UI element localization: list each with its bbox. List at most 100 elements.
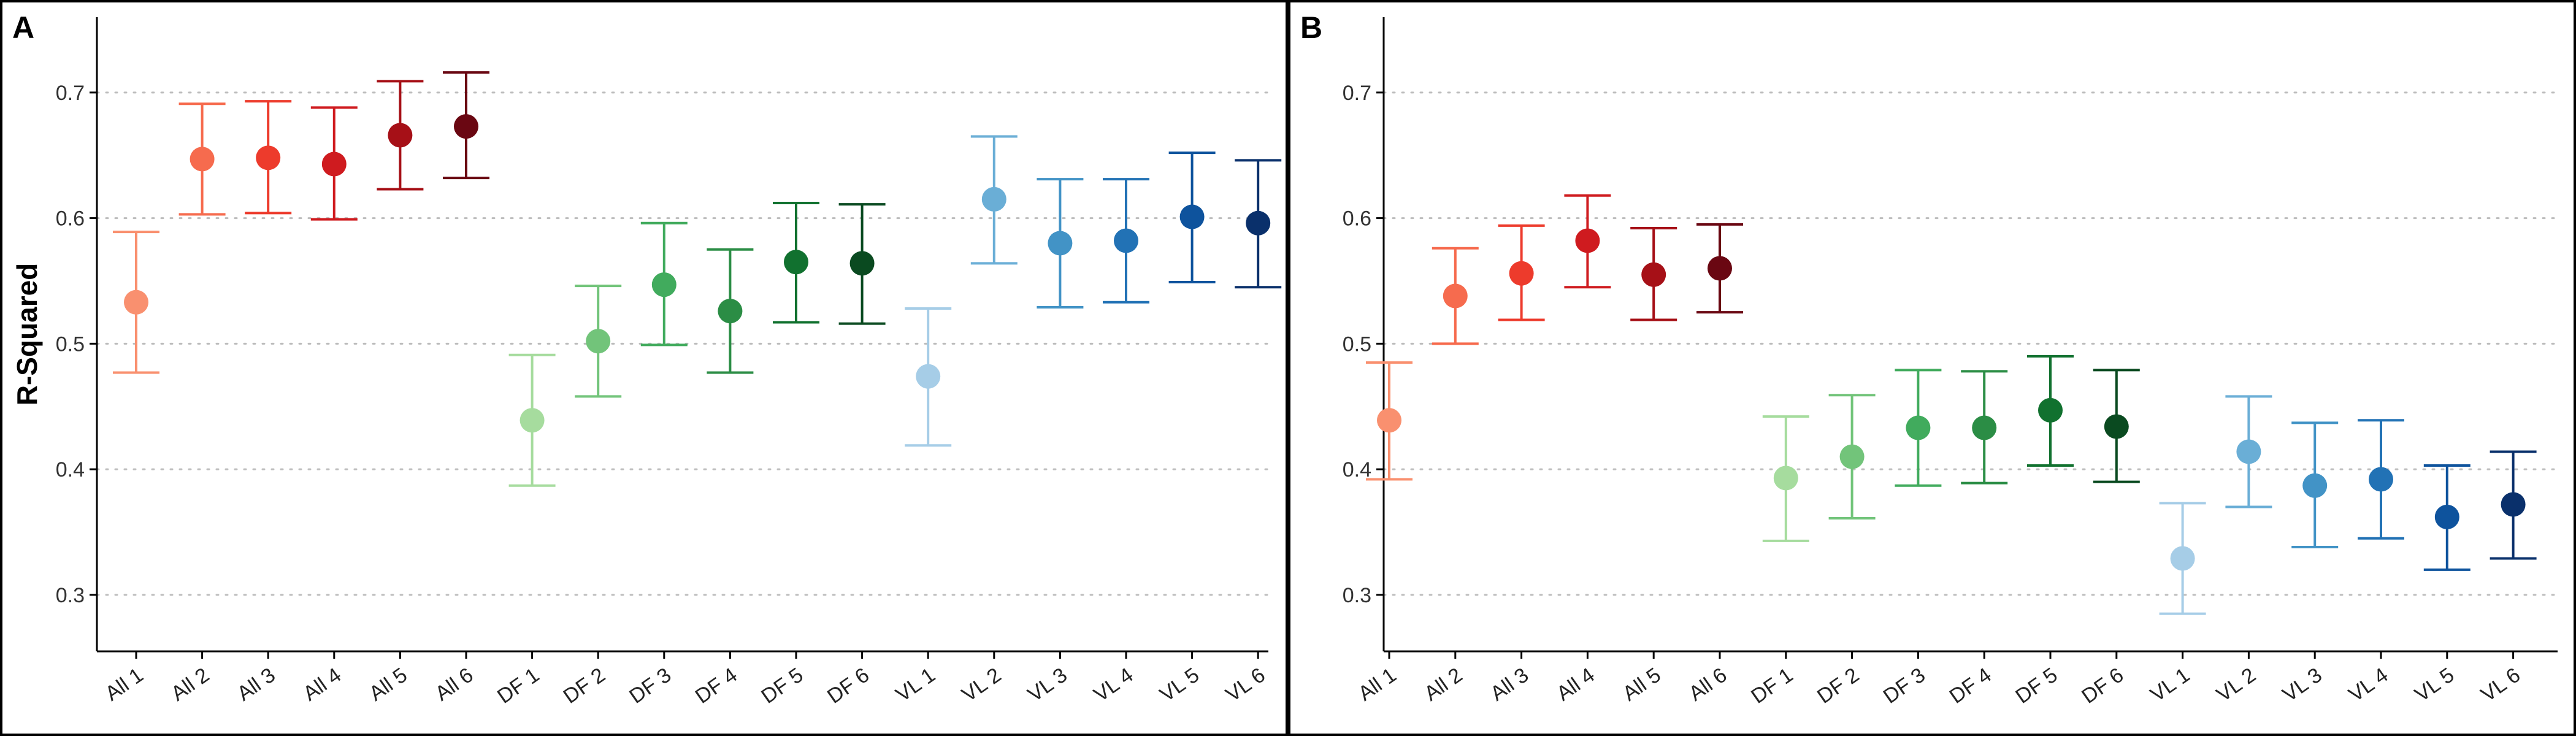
x-tick-label: All 6 bbox=[431, 663, 478, 705]
x-tick-label: All 5 bbox=[1619, 663, 1665, 705]
point-marker bbox=[2434, 504, 2459, 529]
data-point-df-1 bbox=[1762, 415, 1809, 542]
point-marker bbox=[1708, 256, 1732, 281]
point-marker bbox=[1773, 466, 1798, 491]
point-marker bbox=[1114, 228, 1138, 253]
data-point-df-1 bbox=[508, 353, 556, 487]
x-tick-label: DF 1 bbox=[1747, 663, 1797, 708]
x-tick-label: DF 4 bbox=[1945, 663, 1996, 708]
x-tick-label: DF 5 bbox=[2011, 663, 2061, 708]
data-point-vl-6 bbox=[2490, 450, 2537, 560]
point-marker bbox=[1906, 415, 1931, 440]
data-point-vl-4 bbox=[1103, 178, 1149, 304]
x-tick-label: VL 5 bbox=[1156, 663, 1203, 707]
x-tick-label: VL 1 bbox=[2146, 663, 2194, 707]
data-point-vl-2 bbox=[2225, 395, 2272, 508]
x-tick-label: DF 3 bbox=[625, 663, 675, 708]
x-tick-label: DF 3 bbox=[1879, 663, 1930, 708]
data-point-vl-1 bbox=[2159, 502, 2206, 615]
y-tick-label: 0.7 bbox=[1343, 82, 1371, 105]
panel-b: B 0.3 0.4 0.5 0.6 0.7 All 1 All 2 All 3 All 4 All … bbox=[1288, 0, 2576, 736]
point-marker bbox=[718, 299, 743, 324]
point-marker bbox=[651, 272, 677, 297]
panel-frame bbox=[0, 0, 1288, 736]
data-point-df-5 bbox=[773, 202, 819, 324]
x-tick-label: All 5 bbox=[365, 663, 412, 705]
x-tick-label: VL 4 bbox=[2345, 663, 2393, 707]
point-marker bbox=[454, 114, 478, 139]
x-tick-label: VL 2 bbox=[957, 663, 1005, 707]
y-tick-label: 0.6 bbox=[56, 207, 85, 231]
x-tick-label: All 3 bbox=[233, 663, 280, 705]
point-marker bbox=[2501, 492, 2526, 517]
data-point-all-6 bbox=[443, 71, 489, 180]
point-marker bbox=[2369, 467, 2393, 492]
point-marker bbox=[2104, 414, 2129, 439]
point-marker bbox=[388, 123, 413, 148]
point-marker bbox=[321, 151, 347, 177]
point-marker bbox=[586, 329, 611, 354]
point-marker bbox=[784, 250, 808, 275]
x-tick-label: All 2 bbox=[1420, 663, 1466, 705]
y-axis-label: R-Squared bbox=[11, 263, 43, 406]
data-point-vl-5 bbox=[1168, 151, 1216, 284]
panel-tag: B bbox=[1300, 10, 1322, 45]
y-tick-label: 0.5 bbox=[56, 332, 85, 356]
data-point-all-1 bbox=[113, 231, 159, 374]
point-marker bbox=[1972, 415, 1997, 440]
data-point-df-3 bbox=[640, 221, 688, 347]
data-point-df-4 bbox=[1961, 370, 2008, 485]
point-marker bbox=[1641, 262, 1666, 287]
x-tick-label: VL 6 bbox=[2477, 663, 2524, 707]
data-point-vl-6 bbox=[1235, 159, 1282, 289]
data-point-all-5 bbox=[1630, 226, 1677, 321]
point-marker bbox=[2236, 439, 2261, 464]
x-tick-label: VL 3 bbox=[1024, 663, 1071, 707]
point-marker bbox=[1246, 210, 1271, 236]
data-point-vl-4 bbox=[2358, 419, 2404, 540]
point-marker bbox=[2170, 546, 2195, 571]
x-tick-label: VL 3 bbox=[2279, 663, 2326, 707]
x-tick-label: VL 1 bbox=[892, 663, 940, 707]
x-tick-label: All 2 bbox=[167, 663, 213, 705]
panel-tag: A bbox=[12, 10, 34, 45]
point-marker bbox=[256, 145, 281, 171]
x-tick-label: DF 4 bbox=[691, 663, 742, 708]
point-marker bbox=[1048, 231, 1073, 256]
x-tick-label: DF 6 bbox=[823, 663, 873, 708]
data-point-all-5 bbox=[377, 80, 424, 191]
point-marker bbox=[1509, 261, 1534, 286]
point-marker bbox=[1377, 408, 1401, 433]
x-tick-label: DF 5 bbox=[757, 663, 807, 708]
x-tick-label: VL 4 bbox=[1090, 663, 1138, 707]
data-point-df-3 bbox=[1895, 369, 1942, 487]
y-tick-label: 0.6 bbox=[1343, 207, 1371, 231]
x-tick-label: VL 5 bbox=[2410, 663, 2458, 707]
data-point-df-4 bbox=[707, 248, 754, 374]
data-point-df-2 bbox=[1828, 394, 1876, 519]
x-tick-label: All 1 bbox=[1354, 663, 1401, 705]
x-tick-label: DF 6 bbox=[2077, 663, 2128, 708]
data-point-all-4 bbox=[1564, 194, 1611, 289]
x-tick-label: All 4 bbox=[1552, 663, 1599, 705]
data-point-df-5 bbox=[2027, 355, 2074, 467]
data-point-df-2 bbox=[575, 285, 622, 398]
panel-frame bbox=[1288, 0, 2576, 736]
x-tick-label: VL 2 bbox=[2212, 663, 2260, 707]
y-tick-label: 0.5 bbox=[1343, 332, 1371, 356]
data-point-vl-2 bbox=[970, 135, 1018, 265]
point-marker bbox=[916, 364, 941, 389]
x-tick-label: All 6 bbox=[1685, 663, 1731, 705]
y-tick-label: 0.3 bbox=[56, 584, 85, 607]
y-tick-label: 0.7 bbox=[56, 82, 85, 105]
data-point-df-6 bbox=[2093, 369, 2140, 483]
point-marker bbox=[1839, 444, 1865, 469]
data-point-all-3 bbox=[245, 100, 292, 215]
x-tick-label: VL 6 bbox=[1222, 663, 1270, 707]
point-marker bbox=[1443, 283, 1468, 309]
point-marker bbox=[849, 251, 875, 276]
point-marker bbox=[190, 147, 215, 172]
data-point-all-3 bbox=[1498, 224, 1545, 321]
x-tick-label: All 4 bbox=[299, 663, 345, 705]
